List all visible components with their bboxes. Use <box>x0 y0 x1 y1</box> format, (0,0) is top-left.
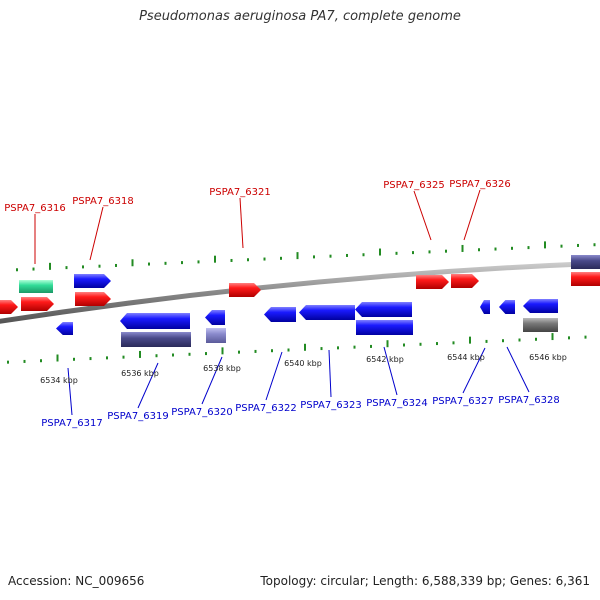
accession-text: Accession: NC_009656 <box>8 574 145 588</box>
gene-label-pspa7-6320[interactable]: PSPA7_6320 <box>171 407 232 418</box>
reverse-gene-arrow[interactable] <box>355 302 412 317</box>
forward-gene-arrow[interactable] <box>416 275 449 289</box>
leader-line <box>383 346 398 396</box>
forward-gene-arrow[interactable] <box>21 297 54 311</box>
reverse-gene-arrow[interactable] <box>120 313 190 329</box>
leader-line <box>265 351 283 401</box>
misc-feature[interactable] <box>571 255 600 269</box>
misc-feature[interactable] <box>206 328 226 343</box>
misc-feature[interactable] <box>121 332 191 347</box>
leader-line <box>413 190 432 241</box>
ruler-label: 6546 kbp <box>529 353 567 362</box>
gene-label-pspa7-6324[interactable]: PSPA7_6324 <box>366 398 427 409</box>
gene-label-pspa7-6322[interactable]: PSPA7_6322 <box>235 403 296 414</box>
label-leader-lines <box>34 189 530 416</box>
reverse-gene-arrow[interactable] <box>264 307 296 322</box>
leader-line <box>328 349 332 398</box>
ruler-label: 6542 kbp <box>366 355 404 364</box>
leader-line <box>201 356 223 405</box>
map-title: Pseudomonas aeruginosa PA7, complete gen… <box>139 9 461 24</box>
ruler-label: 6544 kbp <box>447 353 485 362</box>
genome-backbone <box>0 260 600 324</box>
forward-gene-arrow[interactable] <box>0 300 18 314</box>
ruler-label: 6538 kbp <box>203 364 241 373</box>
reverse-gene-arrow[interactable] <box>205 310 225 325</box>
ruler-label: 6540 kbp <box>284 359 322 368</box>
leader-line <box>462 347 486 394</box>
forward-gene-labels: PSPA7_6316 PSPA7_6318 PSPA7_6321 PSPA7_6… <box>4 179 510 214</box>
genome-summary-text: Topology: circular; Length: 6,588,339 bp… <box>260 574 590 588</box>
reverse-gene-arrow[interactable] <box>523 299 558 313</box>
misc-feature[interactable] <box>19 280 53 293</box>
forward-gene-arrow[interactable] <box>74 274 111 288</box>
leader-line <box>89 206 104 261</box>
ruler-labels: 6534 kbp 6536 kbp 6538 kbp 6540 kbp 6542… <box>40 353 567 385</box>
gene-label-pspa7-6326[interactable]: PSPA7_6326 <box>449 179 510 190</box>
reverse-gene-arrow[interactable] <box>356 320 413 335</box>
forward-gene-arrow[interactable] <box>451 274 479 288</box>
reverse-gene-arrow[interactable] <box>499 300 515 314</box>
reverse-gene-arrow[interactable] <box>299 305 355 320</box>
gene-label-pspa7-6327[interactable]: PSPA7_6327 <box>432 396 493 407</box>
gene-label-pspa7-6317[interactable]: PSPA7_6317 <box>41 418 102 429</box>
misc-feature[interactable] <box>523 318 558 332</box>
outer-tick-marks <box>16 241 596 272</box>
leader-line <box>506 346 530 393</box>
gene-label-pspa7-6318[interactable]: PSPA7_6318 <box>72 196 133 207</box>
gene-label-pspa7-6321[interactable]: PSPA7_6321 <box>209 187 270 198</box>
gene-label-pspa7-6328[interactable]: PSPA7_6328 <box>498 395 559 406</box>
gene-label-pspa7-6325[interactable]: PSPA7_6325 <box>383 180 444 191</box>
reverse-gene-arrow[interactable] <box>480 300 490 314</box>
reverse-gene-labels: PSPA7_6317 PSPA7_6319 PSPA7_6320 PSPA7_6… <box>41 395 559 429</box>
gene-features <box>0 255 600 347</box>
forward-gene-arrow[interactable] <box>229 283 261 297</box>
forward-gene-arrow[interactable] <box>571 272 600 286</box>
reverse-gene-arrow[interactable] <box>56 322 73 335</box>
forward-gene-arrow[interactable] <box>75 292 111 306</box>
ruler-label: 6536 kbp <box>121 369 159 378</box>
leader-line <box>463 189 481 241</box>
gene-label-pspa7-6319[interactable]: PSPA7_6319 <box>107 411 168 422</box>
ruler-label: 6534 kbp <box>40 376 78 385</box>
leader-line <box>239 197 244 249</box>
gene-label-pspa7-6316[interactable]: PSPA7_6316 <box>4 203 65 214</box>
inner-tick-marks <box>7 333 587 364</box>
leader-line <box>67 367 73 416</box>
gene-label-pspa7-6323[interactable]: PSPA7_6323 <box>300 400 361 411</box>
leader-line <box>137 362 159 409</box>
